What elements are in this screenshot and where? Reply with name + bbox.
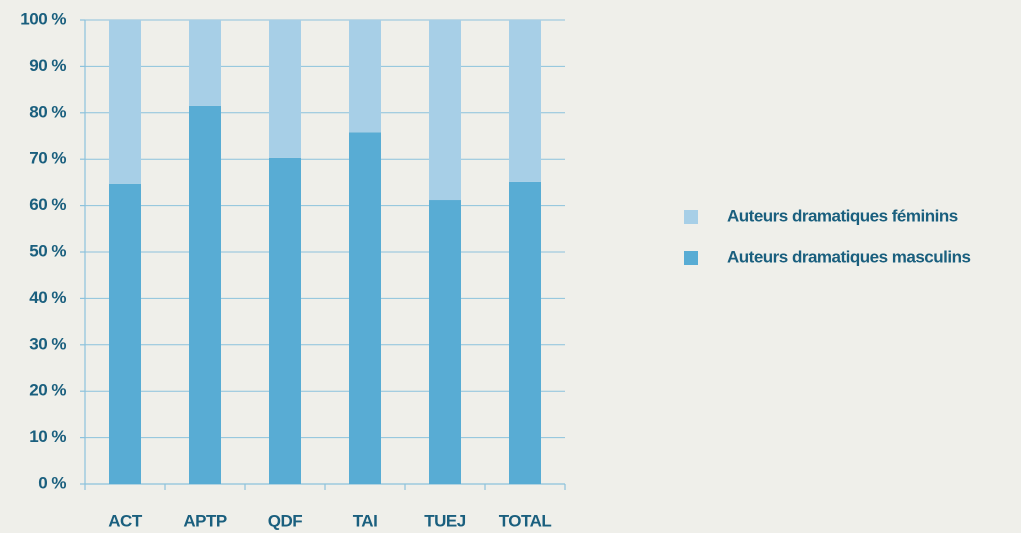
x-tick-label: TAI — [353, 511, 378, 530]
y-tick-label: 60 % — [29, 195, 66, 214]
bar-segment — [189, 20, 221, 106]
y-tick-label: 10 % — [29, 427, 66, 446]
bar-segment — [349, 20, 381, 133]
x-tick-label: TOTAL — [499, 511, 552, 530]
y-tick-label: 40 % — [29, 288, 66, 307]
legend-swatch — [684, 210, 698, 224]
bar-segment — [109, 20, 141, 184]
y-tick-label: 70 % — [29, 149, 66, 168]
y-tick-label: 80 % — [29, 102, 66, 121]
x-tick-label: QDF — [268, 511, 303, 530]
y-tick-label: 30 % — [29, 334, 66, 353]
legend-label: Auteurs dramatiques féminins — [727, 206, 958, 225]
y-tick-label: 20 % — [29, 381, 66, 400]
bar-segment — [269, 20, 301, 158]
x-tick-label: ACT — [108, 511, 143, 530]
legend-swatch — [684, 251, 698, 265]
y-tick-label: 50 % — [29, 241, 66, 260]
x-tick-label: APTP — [183, 511, 227, 530]
bar-segment — [189, 105, 221, 484]
legend-label: Auteurs dramatiques masculins — [727, 247, 970, 266]
x-tick-label: TUEJ — [424, 511, 466, 530]
bar-segment — [509, 20, 541, 182]
bar-segment — [109, 183, 141, 485]
bar-segment — [269, 157, 301, 485]
y-tick-label: 90 % — [29, 56, 66, 75]
bar-segment — [509, 181, 541, 484]
bar-segment — [349, 132, 381, 484]
bar-segment — [429, 200, 461, 485]
y-tick-label: 0 % — [38, 473, 66, 492]
bar-segment — [429, 20, 461, 201]
y-tick-label: 100 % — [20, 9, 66, 28]
